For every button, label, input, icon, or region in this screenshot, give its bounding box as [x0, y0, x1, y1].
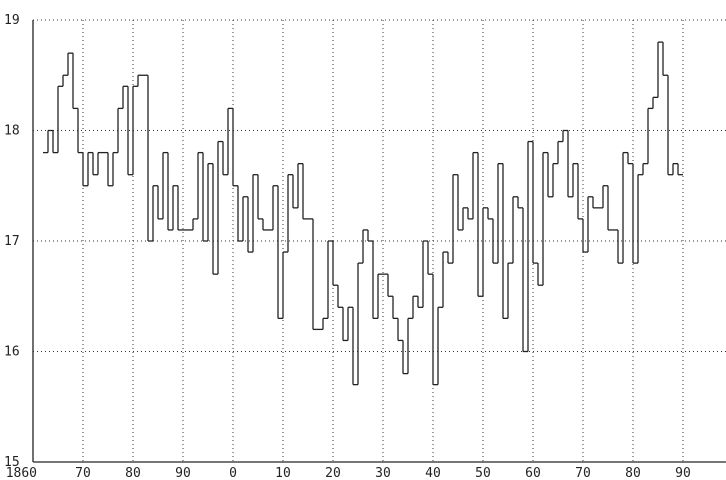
- x-tick-label: 1860: [6, 466, 37, 480]
- x-tick-label: 0: [229, 466, 237, 480]
- x-tick-label: 90: [675, 466, 691, 480]
- x-tick-label: 30: [375, 466, 391, 480]
- y-tick-label: 18: [4, 124, 20, 139]
- x-tick-label: 50: [475, 466, 491, 480]
- y-tick-label: 15: [4, 455, 20, 470]
- x-tick-label: 70: [575, 466, 591, 480]
- y-tick-label: 17: [4, 234, 20, 249]
- x-tick-label: 80: [125, 466, 141, 480]
- y-tick-label: 19: [4, 13, 20, 28]
- x-tick-label: 90: [175, 466, 191, 480]
- x-tick-label: 60: [525, 466, 541, 480]
- y-tick-label: 16: [4, 345, 20, 360]
- x-tick-label: 70: [75, 466, 91, 480]
- x-tick-label: 20: [325, 466, 341, 480]
- x-tick-label: 10: [275, 466, 291, 480]
- x-tick-label: 40: [425, 466, 441, 480]
- x-tick-label: 80: [625, 466, 641, 480]
